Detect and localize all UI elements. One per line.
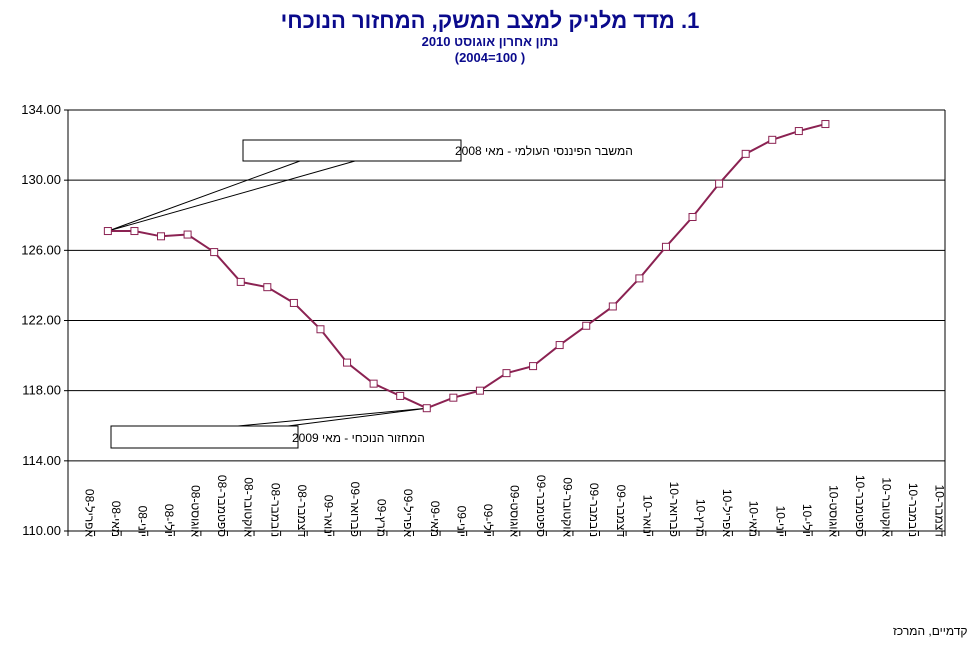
x-tick-label: יולי-08 — [162, 504, 176, 537]
data-point — [502, 369, 511, 378]
data-point — [741, 149, 750, 158]
data-point — [635, 274, 644, 283]
chart-footer: פרופ' רפי מלניק, המשנה לנשיא לעניינים אק… — [893, 624, 967, 638]
x-tick-label: אפריל-08 — [82, 489, 96, 538]
x-tick-label: ספטמבר-09 — [534, 475, 548, 537]
data-point — [475, 386, 484, 395]
y-tick-labels: 110.00 114.00 118.00 122.00 126.00 130.00 134.… — [21, 102, 61, 538]
data-point — [289, 298, 298, 307]
x-tick-label: נובמבר-10 — [906, 483, 920, 537]
series — [103, 120, 830, 413]
callout-box — [110, 425, 299, 449]
data-point — [263, 283, 272, 292]
y-tick-label: 118.00 — [22, 383, 61, 398]
chart-subtitle: נתון אחרון אוגוסט 2010 — [422, 34, 559, 49]
callout-leader — [237, 407, 427, 427]
x-tick-label: נובמבר-08 — [268, 483, 282, 537]
x-tick-label: דצמבר-10 — [933, 485, 947, 538]
x-tick-label: מרץ-10 — [694, 499, 708, 537]
x-tick-label: פברואר-09 — [348, 482, 362, 537]
data-point — [210, 248, 219, 257]
callout-leader — [107, 160, 356, 232]
y-tick-label: 122.00 — [21, 313, 61, 328]
x-tick-label: אוגוסט-08 — [189, 485, 203, 537]
y-tick-label: 134.00 — [21, 102, 61, 117]
chart-subtitle-base: (2004=100 ) — [455, 50, 525, 65]
data-point — [608, 302, 617, 311]
callout-text: המחזור הנוכחי - מאי 2009 — [292, 431, 425, 445]
x-tick-label: יולי-10 — [800, 504, 814, 537]
series-line — [107, 123, 826, 410]
x-tick-label: ספטמבר-10 — [853, 475, 867, 537]
data-point — [396, 391, 405, 400]
x-tick-label: אפריל-09 — [401, 489, 415, 538]
data-point — [157, 232, 166, 241]
y-tick-label: 126.00 — [21, 242, 61, 257]
x-tick-label: אוקטובר-10 — [880, 477, 894, 537]
data-point — [183, 230, 192, 239]
callout-leader — [107, 160, 301, 232]
x-tick-label: יוני-10 — [773, 506, 787, 537]
data-point — [715, 179, 724, 188]
data-point — [369, 379, 378, 388]
x-tick-label: אפריל-10 — [720, 489, 734, 538]
data-point — [343, 358, 352, 367]
y-tick-label: 114.00 — [22, 453, 61, 468]
annotations: המשבר הפיננסי העולמי - מאי 2008 המחזור הנ… — [107, 139, 633, 449]
x-tick-label: אוגוסט-10 — [826, 485, 840, 537]
x-tick-label: דצמבר-08 — [295, 485, 309, 538]
x-tick-label: מרץ-09 — [375, 499, 389, 537]
data-point — [103, 227, 112, 236]
x-tick-labels: אפריל-08 מאי-08 יוני-08 יולי-08 אוגוסט-08 ספט… — [82, 475, 946, 538]
chart-title: 1. מדד מלניק למצב המשק, המחזור הנוכחי — [281, 8, 700, 33]
data-point — [582, 321, 591, 330]
x-tick-label: אוקטובר-09 — [561, 477, 575, 537]
data-point — [555, 341, 564, 350]
data-point — [821, 120, 830, 129]
x-tick-label: יוני-09 — [454, 506, 468, 537]
y-tick-label: 130.00 — [21, 172, 61, 187]
callout-leader — [287, 407, 427, 427]
callout-box — [242, 139, 462, 162]
data-point — [236, 277, 245, 286]
x-tick-label: דצמבר-09 — [614, 485, 628, 538]
data-point — [529, 362, 538, 371]
x-tick-label: ספטמבר-08 — [215, 475, 229, 537]
x-tick-label: אוגוסט-09 — [508, 485, 522, 537]
x-tick-label: יוני-08 — [135, 506, 149, 537]
data-point — [688, 213, 697, 222]
x-tick-label: מאי-09 — [428, 501, 442, 537]
data-point — [768, 135, 777, 144]
data-point — [130, 227, 139, 236]
data-point — [316, 325, 325, 334]
axes — [64, 109, 946, 536]
x-tick-label: ינואר-10 — [640, 495, 654, 537]
data-point — [422, 404, 431, 413]
x-tick-label: יולי-09 — [481, 504, 495, 537]
gridlines — [68, 109, 945, 532]
x-tick-label: מאי-08 — [109, 501, 123, 537]
callout-text: המשבר הפיננסי העולמי - מאי 2008 — [455, 144, 633, 158]
x-tick-label: ינואר-09 — [321, 495, 335, 537]
data-point — [661, 242, 670, 251]
x-tick-label: נובמבר-09 — [587, 483, 601, 537]
x-tick-label: פברואר-10 — [667, 482, 681, 537]
y-tick-label: 110.00 — [22, 523, 61, 538]
data-point — [449, 393, 458, 402]
x-tick-label: מאי-10 — [747, 501, 761, 537]
x-tick-label: אוקטובר-08 — [242, 477, 256, 537]
data-point — [794, 127, 803, 136]
